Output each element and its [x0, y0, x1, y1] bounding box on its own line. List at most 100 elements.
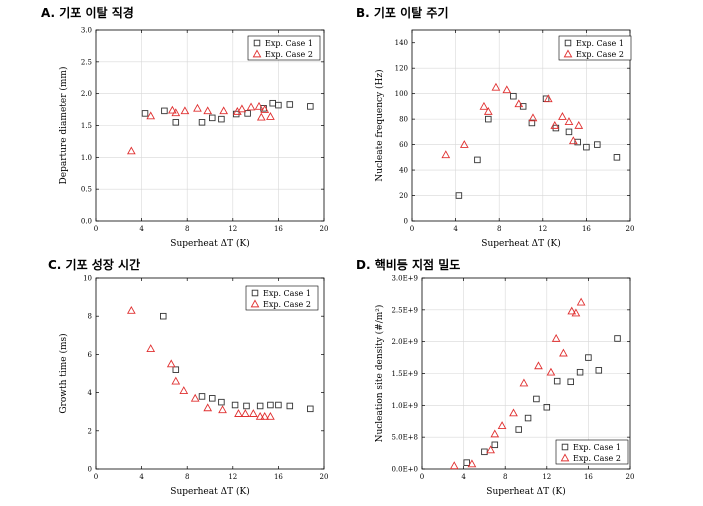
panel-b-title: B. 기포 이탈 주기	[356, 6, 449, 20]
chart-a-series-1-point	[141, 110, 149, 117]
chart-c-series-2-point	[248, 409, 258, 417]
chart-a-legend-marker	[252, 49, 262, 58]
panel-a-title: A. 기포 이탈 직경	[41, 6, 134, 20]
chart-d-series-1-point	[595, 367, 603, 374]
chart-c-xtick-label: 0	[94, 473, 98, 481]
chart-c-series-2-point	[190, 393, 200, 402]
chart-d-legend-label: Exp. Case 2	[573, 454, 621, 463]
chart-d-series-1-point	[515, 426, 522, 433]
chart-b-series-2-point	[483, 106, 493, 115]
chart-b-ytick-label: 120	[395, 65, 408, 73]
chart-a-series-2	[126, 101, 275, 155]
chart-c-ytick-label: 10	[83, 275, 92, 283]
chart-d-series-2-point	[486, 445, 496, 454]
chart-d-series-2-point	[467, 459, 477, 468]
chart-a-ytick-label: 2.0	[81, 90, 92, 98]
chart-a-series-2-point	[146, 111, 156, 120]
chart-b-frame	[411, 29, 631, 222]
chart-a-series-2-point	[266, 112, 275, 120]
chart-b-series-2-point	[543, 94, 553, 103]
chart-b-series-1-point	[594, 141, 601, 148]
chart-c-xlabel: Superheat ΔT (K)	[170, 486, 249, 497]
chart-d-legend-label: Exp. Case 1	[573, 443, 621, 452]
chart-d-series-2-point	[567, 306, 577, 315]
chart-a-series-1-point	[209, 114, 216, 122]
chart-c-xtick-label: 8	[185, 473, 189, 481]
chart-b-series-2-point	[479, 101, 489, 110]
chart-c-ytick-label: 8	[88, 313, 92, 321]
chart-d-series-2-point	[490, 429, 500, 438]
chart-a-xlabel: Superheat ΔT (K)	[170, 238, 249, 249]
chart-d-series-1-point	[567, 378, 574, 386]
chart-c-series-1-point	[275, 401, 282, 409]
chart-a-series-2-point	[126, 146, 136, 155]
chart-c-legend-label: Exp. Case 2	[263, 300, 311, 309]
chart-b-xtick-label: 8	[497, 225, 501, 233]
chart-a-series-2-point	[237, 104, 247, 113]
chart-c-series-1-point	[209, 395, 216, 402]
chart-c-series-1-point	[231, 401, 239, 409]
chart-d-xtick-label: 16	[584, 473, 593, 481]
chart-c-series-2-point	[203, 403, 213, 412]
chart-b-series-1-point	[455, 192, 463, 199]
chart-a-series-2-point	[256, 112, 266, 121]
chart-b-series-1-point	[565, 128, 573, 136]
chart-d-series-1-point	[491, 441, 499, 449]
chart-b-ytick-label: 40	[399, 167, 408, 175]
chart-d-series-2-point	[546, 367, 556, 376]
chart-c-series-2-point	[171, 376, 181, 385]
chart-c-series-2-point	[146, 344, 156, 352]
chart-a-legend-label: Exp. Case 2	[265, 50, 313, 59]
chart-b-legend-label: Exp. Case 2	[576, 50, 624, 59]
chart-d-ytick-label: 2.5E+9	[391, 306, 418, 314]
chart-a-ytick-label: 2.5	[81, 58, 92, 66]
chart-b-series-2-point	[558, 112, 567, 120]
chart-a-series-2-point	[168, 105, 177, 114]
chart-b-series-2-point	[514, 99, 524, 108]
chart-d-xtick-label: 4	[461, 473, 466, 481]
chart-d-series-2-point	[534, 361, 543, 370]
chart-b-series-1-point	[510, 92, 517, 100]
chart-b-series-2-point	[550, 120, 560, 129]
chart-b-legend-marker	[564, 39, 572, 47]
chart-d-series-2-point	[571, 308, 581, 317]
chart-c-series-2-point	[126, 305, 136, 314]
chart-d-ytick-label: 1.5E+9	[391, 370, 418, 378]
chart-d-xtick-label: 12	[542, 473, 551, 481]
chart-b-ytick-label: 60	[399, 141, 408, 149]
chart-b-xtick-label: 4	[453, 225, 458, 233]
chart-b-series-1-point	[574, 138, 581, 146]
chart-b-ytick-label: 80	[399, 116, 408, 124]
chart-d-series-2-point	[509, 408, 518, 417]
chart-d-xtick-label: 20	[626, 473, 635, 481]
chart-c-xtick-label: 12	[228, 473, 237, 481]
chart-c-series-1	[160, 312, 314, 413]
chart-a-xtick-label: 4	[139, 225, 144, 233]
chart-b-series-1-point	[583, 143, 590, 151]
panel-c-title: C. 기포 성장 시간	[48, 258, 141, 272]
chart-b-xtick-label: 0	[410, 225, 414, 233]
chart-a-series-1-point	[198, 119, 206, 126]
chart-b-ytick-label: 20	[399, 192, 408, 200]
chart-d-series-1-point	[585, 354, 592, 361]
chart-b-xtick-label: 16	[582, 225, 591, 233]
chart-d-series-1-point	[524, 414, 532, 422]
chart-c-xtick-label: 16	[274, 473, 283, 481]
chart-a-series-2-point	[246, 102, 256, 111]
chart-c-series-2-point	[260, 411, 270, 420]
chart-b-series-1-point	[613, 154, 621, 161]
chart-a-ylabel: Departure diameter (mm)	[58, 67, 69, 185]
chart-c-series-2-point	[255, 411, 265, 420]
chart-d-series-1-point	[553, 377, 561, 385]
chart-c-series-2-point	[240, 409, 250, 417]
chart-a-ytick-label: 0.5	[81, 186, 92, 194]
chart-d-ytick-label: 0.0E+0	[391, 466, 418, 474]
chart-c-legend-marker	[251, 289, 259, 297]
chart-c-series-1-point	[307, 405, 314, 413]
chart-a-ytick-label: 1.0	[81, 154, 92, 162]
chart-c-legend-marker	[250, 299, 260, 308]
chart-d-series-1-point	[533, 395, 540, 403]
chart-b-series-2-point	[564, 117, 574, 126]
chart-d-series-2-point	[449, 461, 459, 470]
chart-a-legend-label: Exp. Case 1	[265, 39, 313, 48]
